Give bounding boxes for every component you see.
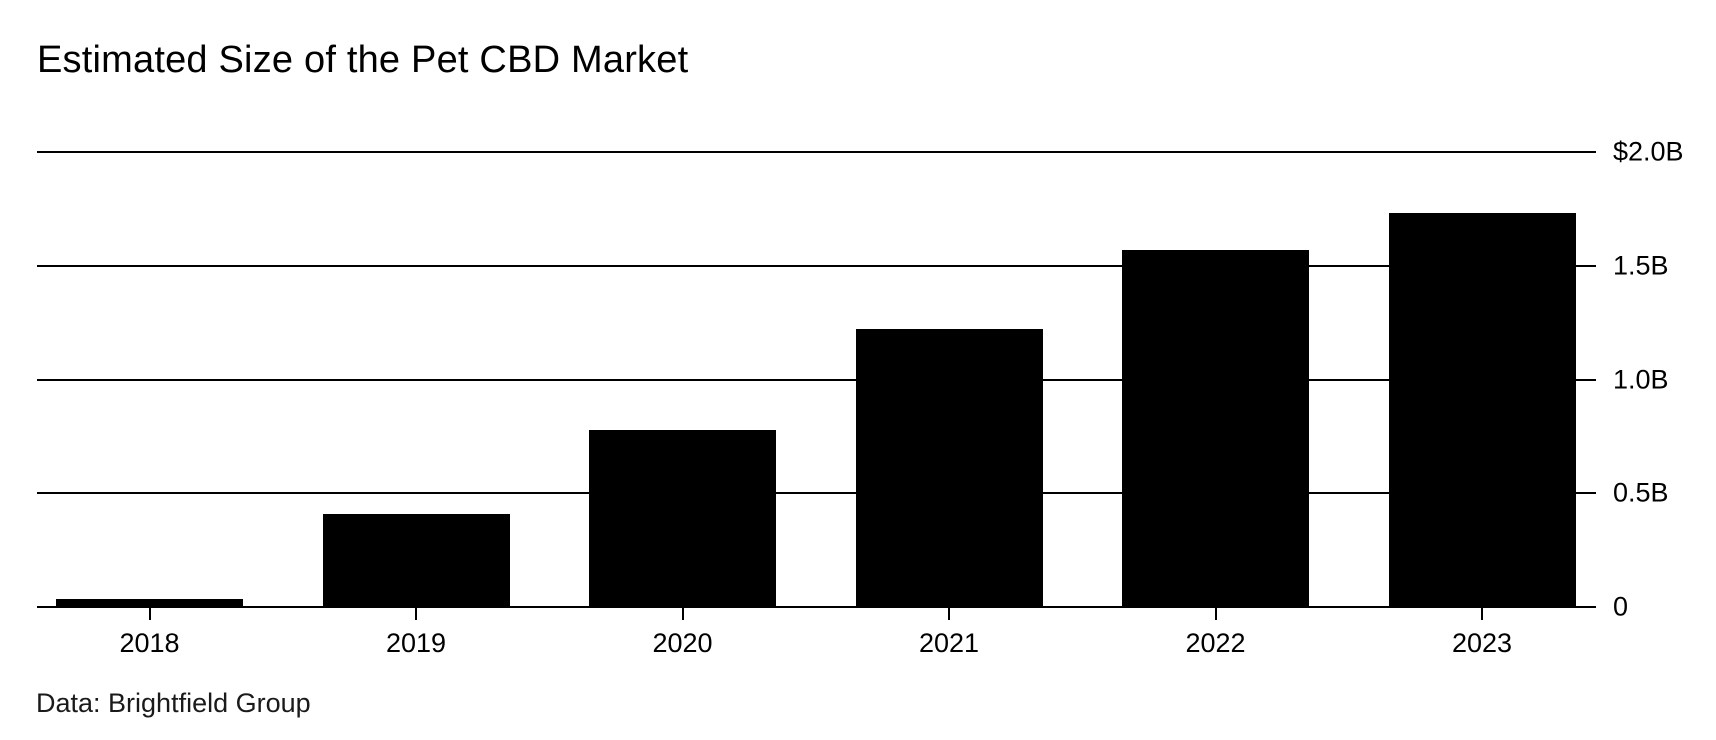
gridline (37, 151, 1596, 153)
gridline (37, 264, 1596, 267)
x-axis-label: 2021 (918, 628, 980, 658)
y-axis-label: 1.5B (1613, 250, 1669, 281)
x-axis-tick (148, 608, 151, 620)
y-axis-label: 1.0B (1613, 364, 1669, 394)
gridline (37, 606, 1596, 608)
y-axis-label: 0.5B (1613, 477, 1669, 508)
plot-area (37, 151, 1596, 620)
y-axis-label: $2.0B (1613, 136, 1684, 167)
y-axis-label: 0 (1613, 591, 1629, 622)
x-axis-label: 2019 (385, 628, 447, 658)
x-axis-label: 2022 (1185, 628, 1246, 658)
x-axis-label: 2020 (652, 628, 713, 658)
gridline (37, 378, 1596, 381)
x-axis-tick (948, 608, 950, 620)
x-axis-label: 2023 (1451, 628, 1513, 658)
x-axis-tick (1214, 608, 1217, 620)
x-axis-label: 2018 (119, 628, 180, 658)
bar (56, 599, 243, 607)
x-axis-tick (681, 608, 684, 620)
bar (1388, 213, 1576, 607)
source-note: Data: Brightfield Group (36, 688, 311, 718)
x-axis-tick (415, 608, 417, 620)
bar (1122, 249, 1309, 607)
bar (322, 513, 510, 607)
x-axis-tick (1481, 608, 1483, 620)
gridline (37, 492, 1596, 495)
chart-title: Estimated Size of the Pet CBD Market (37, 39, 689, 81)
bar (855, 329, 1043, 607)
bar (589, 429, 776, 607)
